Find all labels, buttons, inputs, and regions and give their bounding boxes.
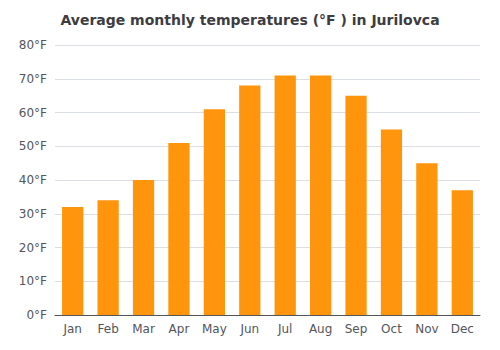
svg-text:70°F: 70°F: [19, 72, 47, 86]
svg-text:Oct: Oct: [381, 322, 402, 336]
svg-text:30°F: 30°F: [19, 207, 47, 221]
svg-text:Jun: Jun: [239, 322, 259, 336]
svg-text:50°F: 50°F: [19, 139, 47, 153]
svg-text:Sep: Sep: [345, 322, 368, 336]
svg-text:80°F: 80°F: [19, 38, 47, 52]
svg-text:Nov: Nov: [415, 322, 438, 336]
svg-text:40°F: 40°F: [19, 173, 47, 187]
svg-text:Jul: Jul: [277, 322, 292, 336]
svg-text:60°F: 60°F: [19, 106, 47, 120]
svg-text:Mar: Mar: [132, 322, 155, 336]
svg-text:Average monthly temperatures (: Average monthly temperatures (°F ) in Ju…: [60, 12, 439, 28]
svg-text:0°F: 0°F: [26, 308, 47, 322]
svg-text:Jan: Jan: [62, 322, 82, 336]
svg-text:Apr: Apr: [169, 322, 190, 336]
svg-text:May: May: [202, 322, 227, 336]
svg-text:10°F: 10°F: [19, 274, 47, 288]
svg-text:Dec: Dec: [451, 322, 474, 336]
svg-text:20°F: 20°F: [19, 241, 47, 255]
svg-text:Feb: Feb: [98, 322, 119, 336]
svg-text:Aug: Aug: [309, 322, 332, 336]
